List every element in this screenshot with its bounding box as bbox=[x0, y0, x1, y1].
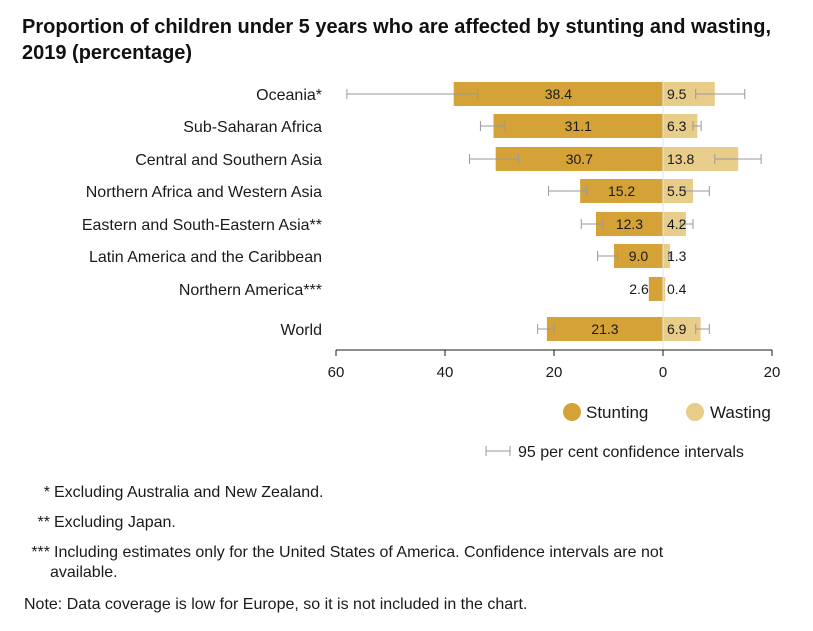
footnote-triple-star-mark: *** bbox=[31, 544, 50, 561]
stunting-value-northern-america: 2.6 bbox=[629, 281, 649, 297]
stunting-value-latin-america-and-the-caribbean: 9.0 bbox=[629, 248, 649, 264]
stunting-bar-northern-america bbox=[648, 277, 663, 301]
wasting-value-northern-america: 0.4 bbox=[667, 281, 687, 297]
stunting-bar-latin-america-and-the-caribbean bbox=[613, 244, 663, 268]
stunting-bar-sub-saharan-africa bbox=[493, 114, 663, 138]
stunting-bar-eastern-and-south-eastern-asia bbox=[595, 212, 663, 236]
x-tick-label--40: 40 bbox=[437, 364, 454, 381]
wasting-bar-sub-saharan-africa bbox=[663, 114, 698, 138]
category-label-world: World bbox=[281, 322, 323, 339]
x-tick-label--20: 20 bbox=[546, 364, 563, 381]
category-label-northern-africa-and-western-asia: Northern Africa and Western Asia bbox=[86, 184, 322, 201]
wasting-value-world: 6.9 bbox=[667, 321, 687, 337]
chart-title: Proportion of children under 5 years who… bbox=[22, 16, 771, 64]
wasting-bar-eastern-and-south-eastern-asia bbox=[663, 212, 686, 236]
wasting-value-eastern-and-south-eastern-asia: 4.2 bbox=[667, 216, 687, 232]
wasting-value-sub-saharan-africa: 6.3 bbox=[667, 118, 687, 134]
footnote-triple-star-text-line1: Including estimates only for the United … bbox=[54, 544, 664, 561]
stunting-bar-central-and-southern-asia bbox=[495, 147, 663, 171]
x-tick-label-0: 0 bbox=[659, 364, 667, 381]
footnote-double-star-text: Excluding Japan. bbox=[54, 514, 176, 531]
footnote-single-star-mark: * bbox=[43, 484, 50, 501]
category-label-oceania: Oceania* bbox=[256, 87, 322, 104]
legend-stunting-swatch bbox=[563, 403, 581, 421]
footnote-double-star-mark: ** bbox=[37, 514, 50, 531]
stunting-value-central-and-southern-asia: 30.7 bbox=[566, 151, 593, 167]
legend-ci-label: 95 per cent confidence intervals bbox=[518, 444, 744, 461]
stunting-value-oceania: 38.4 bbox=[545, 86, 572, 102]
stunting-value-world: 21.3 bbox=[591, 321, 618, 337]
x-tick-label--60: 60 bbox=[328, 364, 345, 381]
category-label-northern-america: Northern America*** bbox=[179, 282, 322, 299]
stunting-bar-northern-africa-and-western-asia bbox=[580, 179, 663, 203]
footnote-single-star-text: Excluding Australia and New Zealand. bbox=[54, 484, 324, 501]
stunting-value-sub-saharan-africa: 31.1 bbox=[565, 118, 592, 134]
category-label-eastern-and-south-eastern-asia: Eastern and South-Eastern Asia** bbox=[82, 217, 322, 234]
chart: Oceania* 38.4 9.5 Sub-Saharan Africa 31.1 6.3… bbox=[82, 80, 781, 461]
stunting-bar-oceania bbox=[453, 82, 663, 106]
legend-wasting-swatch bbox=[686, 403, 704, 421]
footnote-triple-star-continued: available. bbox=[50, 564, 118, 581]
legend-wasting-label: Wasting bbox=[710, 403, 771, 422]
wasting-bar-world bbox=[663, 317, 701, 341]
wasting-value-central-and-southern-asia: 13.8 bbox=[667, 151, 694, 167]
stunting-value-eastern-and-south-eastern-asia: 12.3 bbox=[616, 216, 643, 232]
wasting-value-northern-africa-and-western-asia: 5.5 bbox=[667, 183, 687, 199]
x-tick-label-20: 20 bbox=[764, 364, 781, 381]
wasting-bar-latin-america-and-the-caribbean bbox=[663, 244, 671, 268]
category-label-sub-saharan-africa: Sub-Saharan Africa bbox=[183, 119, 322, 136]
footnote-triple-star: *** Including estimates only for the Unit… bbox=[24, 543, 663, 563]
footnote-double-star: ** Excluding Japan. bbox=[24, 513, 176, 533]
wasting-value-latin-america-and-the-caribbean: 1.3 bbox=[667, 248, 687, 264]
wasting-bar-northern-america bbox=[663, 277, 666, 301]
footnote-note: Note: Data coverage is low for Europe, s… bbox=[24, 596, 528, 613]
stunting-value-northern-africa-and-western-asia: 15.2 bbox=[608, 183, 635, 199]
category-label-latin-america-and-the-caribbean: Latin America and the Caribbean bbox=[89, 249, 322, 266]
footnote-single-star: * Excluding Australia and New Zealand. bbox=[24, 483, 324, 503]
category-label-central-and-southern-asia: Central and Southern Asia bbox=[135, 152, 322, 169]
legend-stunting-label: Stunting bbox=[586, 403, 648, 422]
stunting-bar-world bbox=[546, 317, 663, 341]
wasting-value-oceania: 9.5 bbox=[667, 86, 687, 102]
